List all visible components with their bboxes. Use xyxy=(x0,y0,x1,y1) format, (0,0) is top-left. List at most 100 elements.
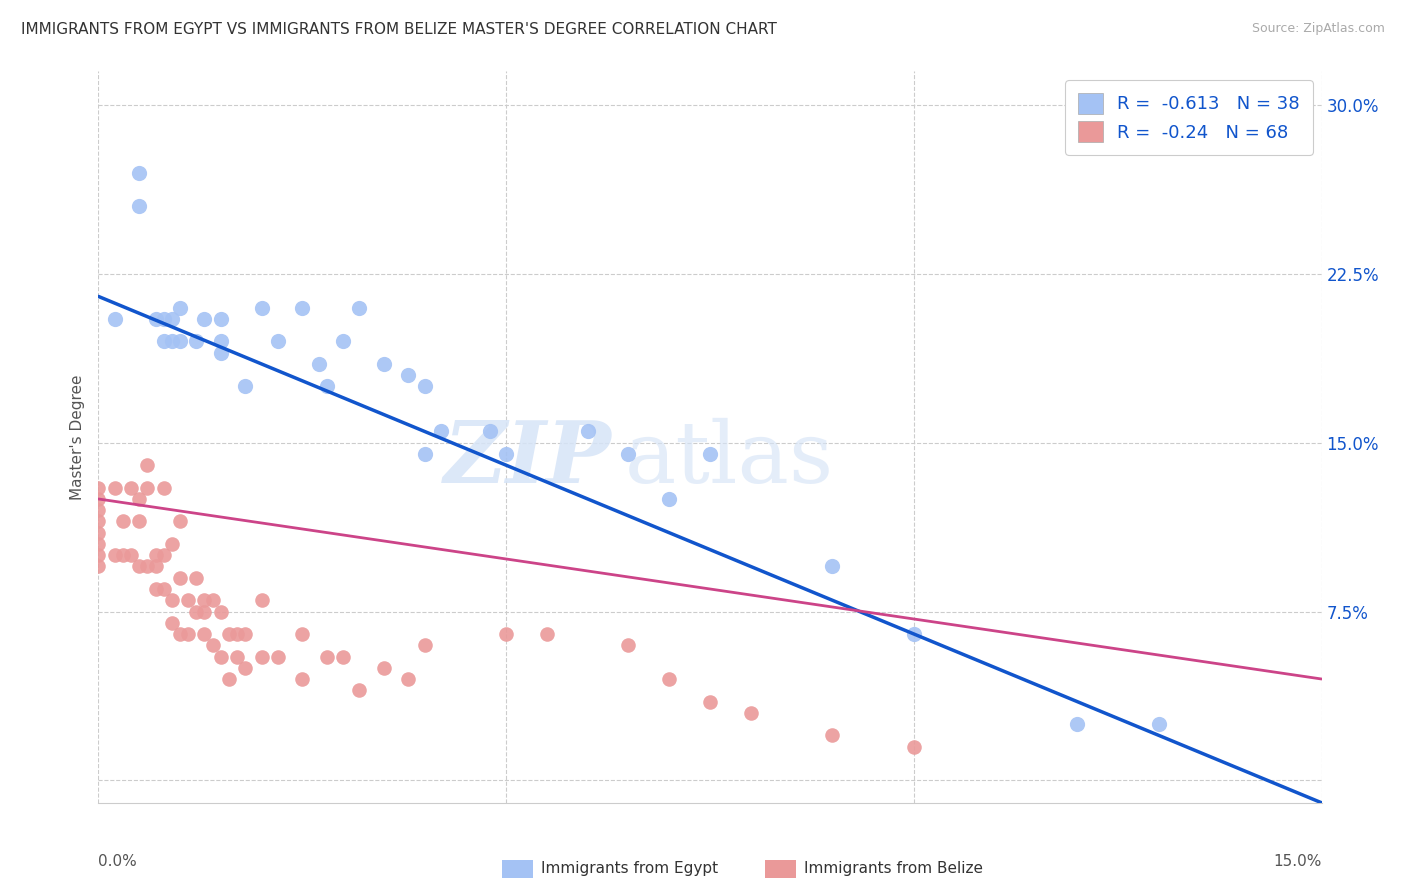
Point xyxy=(291,301,314,315)
Point xyxy=(658,491,681,506)
Point xyxy=(218,672,240,686)
Point xyxy=(291,672,314,686)
Point xyxy=(332,649,354,664)
Point xyxy=(128,559,150,574)
Point xyxy=(120,548,142,562)
Point xyxy=(152,481,174,495)
Point xyxy=(903,739,925,754)
Point xyxy=(169,334,191,349)
Point xyxy=(160,537,183,551)
Point xyxy=(87,559,110,574)
Point xyxy=(209,345,232,359)
Point xyxy=(495,447,517,461)
Point xyxy=(1066,717,1088,731)
FancyBboxPatch shape xyxy=(765,860,796,878)
Point xyxy=(495,627,517,641)
Point xyxy=(145,548,167,562)
Point xyxy=(128,491,150,506)
Point xyxy=(536,627,558,641)
Point xyxy=(250,593,273,607)
Point xyxy=(136,458,159,473)
Point xyxy=(209,312,232,326)
Point xyxy=(177,627,200,641)
Point xyxy=(413,379,436,393)
Point xyxy=(128,515,150,529)
Point xyxy=(177,593,200,607)
Point xyxy=(201,593,224,607)
Point xyxy=(145,559,167,574)
Point xyxy=(209,605,232,619)
Point xyxy=(373,357,395,371)
Point xyxy=(160,615,183,630)
Text: IMMIGRANTS FROM EGYPT VS IMMIGRANTS FROM BELIZE MASTER'S DEGREE CORRELATION CHAR: IMMIGRANTS FROM EGYPT VS IMMIGRANTS FROM… xyxy=(21,22,778,37)
Point xyxy=(250,301,273,315)
Point xyxy=(291,627,314,641)
Point xyxy=(373,661,395,675)
Point xyxy=(699,694,721,708)
Text: atlas: atlas xyxy=(624,417,834,500)
Point xyxy=(315,379,337,393)
Point xyxy=(233,379,256,393)
Point xyxy=(152,334,174,349)
Point xyxy=(658,672,681,686)
Point xyxy=(576,425,599,439)
Point xyxy=(87,537,110,551)
Point xyxy=(193,312,215,326)
Point xyxy=(233,661,256,675)
Text: Immigrants from Belize: Immigrants from Belize xyxy=(804,861,983,876)
Point xyxy=(193,605,215,619)
Point xyxy=(267,334,290,349)
Point xyxy=(349,301,371,315)
Point xyxy=(699,447,721,461)
Point xyxy=(218,627,240,641)
Point xyxy=(193,593,215,607)
Point xyxy=(111,548,134,562)
Point xyxy=(87,525,110,540)
Point xyxy=(267,649,290,664)
Point xyxy=(87,515,110,529)
Point xyxy=(186,605,208,619)
Point xyxy=(740,706,762,720)
Point xyxy=(186,334,208,349)
Point xyxy=(413,447,436,461)
Point xyxy=(169,571,191,585)
Point xyxy=(226,627,249,641)
Point xyxy=(1147,717,1170,731)
Point xyxy=(308,357,330,371)
Point xyxy=(104,548,127,562)
Point xyxy=(821,728,844,742)
Point xyxy=(87,491,110,506)
Point xyxy=(349,683,371,698)
Point xyxy=(617,447,640,461)
Point xyxy=(903,627,925,641)
Point xyxy=(145,582,167,596)
Point xyxy=(821,559,844,574)
Point xyxy=(152,312,174,326)
Point xyxy=(315,649,337,664)
FancyBboxPatch shape xyxy=(502,860,533,878)
Point xyxy=(160,334,183,349)
Point xyxy=(169,627,191,641)
Point xyxy=(87,481,110,495)
Point xyxy=(111,515,134,529)
Text: 15.0%: 15.0% xyxy=(1274,854,1322,869)
Point xyxy=(104,481,127,495)
Point xyxy=(136,559,159,574)
Point xyxy=(104,312,127,326)
Text: Immigrants from Egypt: Immigrants from Egypt xyxy=(541,861,718,876)
Point xyxy=(128,166,150,180)
Point xyxy=(413,638,436,652)
Point xyxy=(169,515,191,529)
Legend: R =  -0.613   N = 38, R =  -0.24   N = 68: R = -0.613 N = 38, R = -0.24 N = 68 xyxy=(1064,80,1313,154)
Point xyxy=(87,503,110,517)
Point xyxy=(209,649,232,664)
Point xyxy=(430,425,453,439)
Point xyxy=(186,571,208,585)
Point xyxy=(209,334,232,349)
Point xyxy=(152,582,174,596)
Point xyxy=(169,301,191,315)
Point xyxy=(332,334,354,349)
Point xyxy=(160,593,183,607)
Text: Source: ZipAtlas.com: Source: ZipAtlas.com xyxy=(1251,22,1385,36)
Point xyxy=(396,672,419,686)
